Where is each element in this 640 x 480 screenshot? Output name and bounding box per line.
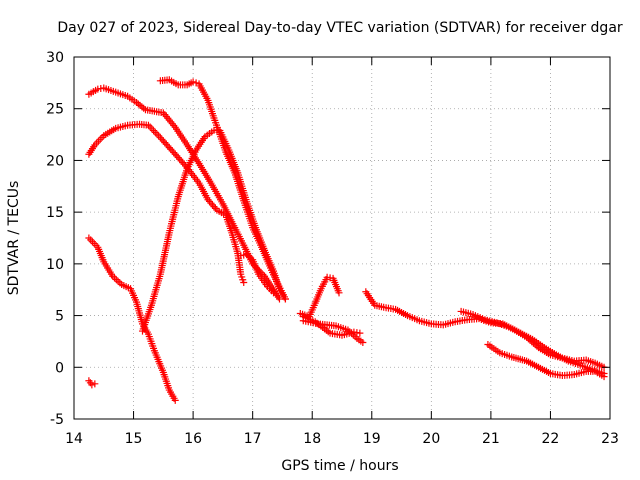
x-tick-label: 17: [244, 431, 262, 447]
series-arc-6: [156, 76, 289, 303]
x-tick-label: 16: [184, 431, 202, 447]
x-tick-label: 15: [125, 431, 143, 447]
plus-marker: [192, 79, 200, 87]
plus-marker: [170, 149, 178, 157]
data-point-marker: [171, 150, 179, 158]
plus-marker: [208, 201, 216, 209]
data-point-marker: [156, 134, 164, 142]
plus-marker: [176, 155, 184, 163]
x-tick-label: 19: [363, 431, 381, 447]
y-tick-label: 15: [46, 205, 64, 221]
series-arc-7: [237, 251, 278, 297]
y-tick-label: 5: [55, 309, 64, 325]
plus-marker: [179, 159, 187, 167]
x-tick-label: 21: [482, 431, 500, 447]
series-arc-2: [85, 120, 248, 286]
data-point-marker: [281, 295, 289, 303]
data-point-marker: [189, 78, 197, 86]
data-point-marker: [171, 396, 179, 404]
series-arc-12: [457, 307, 608, 377]
x-tick-label: 20: [422, 431, 440, 447]
series-arc-3: [85, 234, 179, 404]
series-arc-9: [296, 273, 343, 321]
data-point-marker: [91, 380, 99, 388]
y-tick-labels: -5 0 5 10 15 20 25 30: [46, 50, 64, 428]
series-arc-10: [299, 317, 367, 346]
plus-marker: [162, 140, 170, 148]
plot-frame: [73, 56, 611, 420]
data-point-marker: [88, 381, 96, 389]
y-tick-label: 10: [46, 257, 64, 273]
x-tick-label: 22: [542, 431, 560, 447]
y-tick-label: 30: [46, 50, 64, 66]
plus-marker: [168, 147, 176, 155]
data-point-marker: [204, 196, 212, 204]
series-arc-13: [484, 341, 608, 381]
data-point-marker: [359, 338, 367, 346]
plus-marker: [158, 135, 166, 143]
data-point-marker: [275, 295, 283, 303]
data-series: [85, 76, 608, 404]
series-arc-4: [85, 377, 99, 389]
plus-marker: [161, 139, 169, 147]
x-axis-label: GPS time / hours: [281, 458, 398, 474]
y-tick-label: 20: [46, 153, 64, 169]
y-tick-label: 25: [46, 102, 64, 118]
axis-ticks: [73, 56, 611, 420]
y-axis-label: SDTVAR / TECUs: [6, 181, 22, 296]
data-point-marker: [270, 289, 278, 297]
grid-lines: [74, 57, 610, 419]
data-point-marker: [240, 278, 248, 286]
plus-marker: [165, 144, 173, 152]
plus-marker: [167, 145, 175, 153]
x-tick-label: 18: [303, 431, 321, 447]
plus-marker: [210, 203, 218, 211]
data-point-marker: [335, 289, 343, 297]
plus-marker: [159, 137, 167, 145]
y-tick-label: 0: [55, 360, 64, 376]
x-tick-label: 14: [65, 431, 83, 447]
plus-marker: [207, 199, 215, 207]
plus-marker: [211, 204, 219, 212]
y-tick-label: -5: [50, 412, 64, 428]
plus-marker: [205, 197, 213, 205]
data-point-marker: [600, 373, 608, 381]
x-tick-labels: 14 15 16 17 18 19 20 21 22 23: [65, 431, 619, 447]
plus-marker: [173, 152, 181, 160]
plus-marker: [164, 142, 172, 150]
x-tick-label: 23: [601, 431, 619, 447]
plus-marker: [174, 154, 182, 162]
plus-marker: [177, 157, 185, 165]
data-point-marker: [356, 329, 364, 337]
chart-title: Day 027 of 2023, Sidereal Day-to-day VTE…: [57, 20, 623, 36]
